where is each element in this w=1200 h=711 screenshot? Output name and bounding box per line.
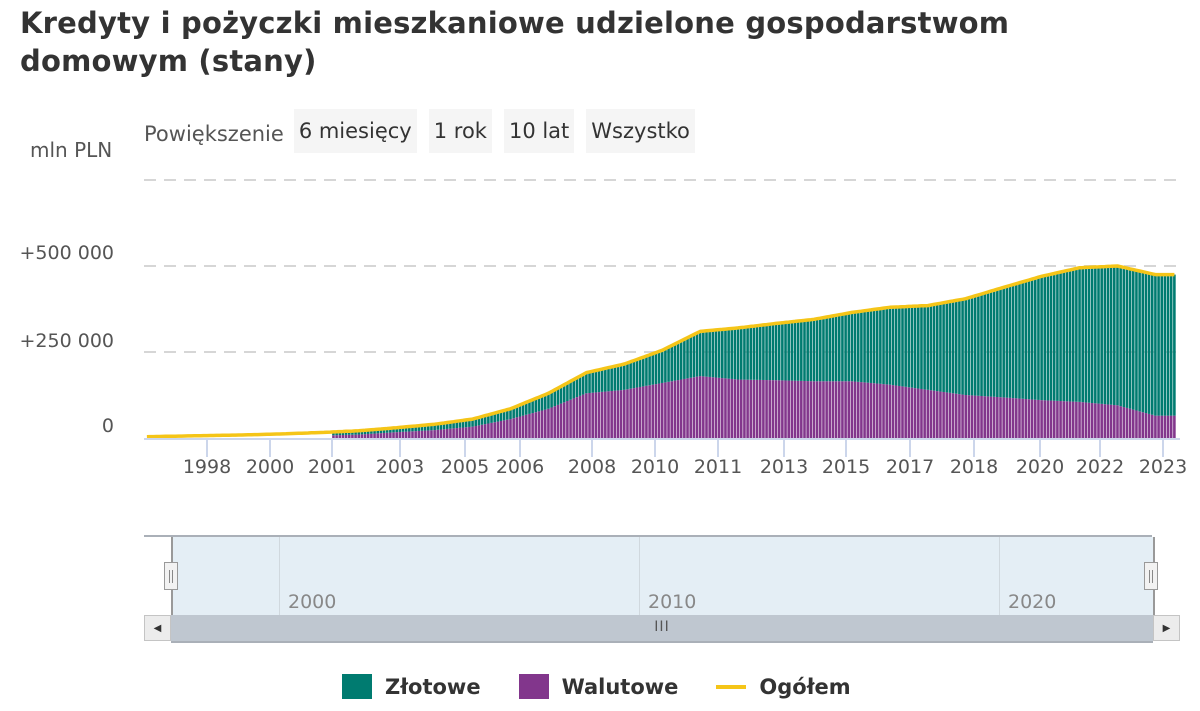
x-tick-2023: 2023 [1138, 456, 1188, 478]
navigator-gridline [639, 537, 640, 617]
navigator-gridline [279, 537, 280, 617]
bar-series [332, 266, 1176, 438]
legend-item-ogolem[interactable]: Ogółem [716, 674, 851, 699]
zlotowe-swatch-icon [342, 674, 372, 699]
x-tick-1998: 1998 [182, 456, 232, 478]
navigator-selected-range[interactable] [171, 537, 1155, 617]
navigator-label-2010: 2010 [648, 591, 697, 613]
x-tick-2001: 2001 [307, 456, 357, 478]
legend-item-zlotowe[interactable]: Złotowe [342, 674, 481, 699]
x-tick-2011: 2011 [693, 456, 743, 478]
x-tick-2022: 2022 [1075, 456, 1125, 478]
chart-title: Kredyty i pożyczki mieszkaniowe udzielon… [20, 6, 1010, 78]
scroll-left-button[interactable]: ◀ [144, 615, 171, 641]
x-tick-2005: 2005 [440, 456, 490, 478]
range-selector: Powiększenie 6 miesięcy 1 rok 10 lat Wsz… [144, 109, 707, 153]
plot-area [144, 179, 1180, 457]
x-tick-2008: 2008 [567, 456, 617, 478]
navigator-gridline [999, 537, 1000, 617]
x-tick-2010: 2010 [630, 456, 680, 478]
total-line-series [146, 264, 1175, 439]
y-tick-500000: +500 000 [19, 242, 115, 264]
navigator-right-handle[interactable] [1144, 562, 1158, 590]
scroll-right-button[interactable]: ▶ [1153, 615, 1180, 641]
zoom-all-button[interactable]: Wszystko [586, 109, 695, 153]
y-tick-0: 0 [101, 415, 114, 437]
navigator-label-2000: 2000 [288, 591, 337, 613]
scrollbar-thumb[interactable]: III [171, 615, 1153, 643]
zoom-10-years-button[interactable]: 10 lat [503, 109, 575, 153]
x-tick-2015: 2015 [821, 456, 871, 478]
x-tick-2020: 2020 [1015, 456, 1065, 478]
arrow-left-icon: ◀ [153, 622, 162, 634]
y-axis-unit: mln PLN [30, 138, 113, 162]
navigator[interactable]: 2000 2010 2020 [144, 535, 1158, 617]
x-tick-2003: 2003 [375, 456, 425, 478]
x-tick-2018: 2018 [949, 456, 999, 478]
scrollbar[interactable]: ◀ III ▶ [144, 615, 1180, 643]
x-tick-2000: 2000 [245, 456, 295, 478]
y-tick-250000: +250 000 [19, 330, 115, 352]
zoom-1-year-button[interactable]: 1 rok [428, 109, 492, 153]
navigator-label-2020: 2020 [1008, 591, 1057, 613]
legend-label: Złotowe [385, 674, 481, 699]
navigator-left-handle[interactable] [164, 562, 178, 590]
zoom-6-months-button[interactable]: 6 miesięcy [293, 109, 417, 153]
zoom-label: Powiększenie [144, 122, 284, 146]
legend-label: Walutowe [561, 674, 679, 699]
walutowe-swatch-icon [518, 674, 549, 699]
x-tick-2006: 2006 [495, 456, 545, 478]
ogolem-line-icon [716, 684, 747, 689]
x-axis [144, 438, 1180, 457]
legend-item-walutowe[interactable]: Walutowe [518, 674, 679, 699]
grip-icon: III [654, 619, 670, 635]
x-tick-2013: 2013 [759, 456, 809, 478]
legend-label: Ogółem [759, 674, 851, 699]
legend: Złotowe Walutowe Ogółem [342, 674, 889, 699]
x-tick-2017: 2017 [885, 456, 935, 478]
arrow-right-icon: ▶ [1162, 622, 1171, 634]
